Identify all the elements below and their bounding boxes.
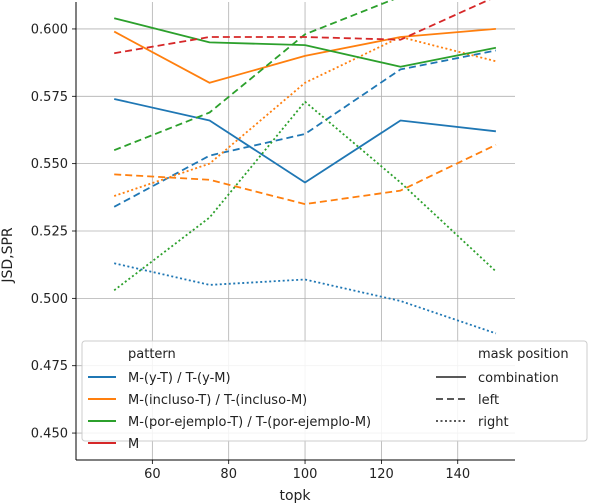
series-line — [114, 98, 497, 184]
legend: pattern mask position M-(y-T) / T-(y-M) M-(… — [81, 340, 588, 452]
y-tick-label: 0.600 — [31, 22, 68, 37]
y-tick-label: 0.475 — [31, 359, 68, 374]
axes: 60 80 100 120 140 0.450 0.475 0.500 0.525 0.550 0.… — [31, 2, 515, 482]
x-tick-label: 140 — [445, 467, 470, 482]
y-axis-label: JSD,SPR — [0, 227, 16, 284]
x-tick-label: 100 — [293, 467, 318, 482]
legend-pattern-label: M — [128, 437, 139, 452]
legend-pattern-label: M-(y-T) / T-(y-M) — [128, 371, 231, 386]
series-line — [113, 0, 395, 152]
y-tick-label: 0.500 — [31, 292, 68, 307]
legend-pattern-label: M-(incluso-T) / T-(incluso-M) — [128, 393, 307, 408]
x-axis-label: topk — [279, 488, 311, 504]
series-line — [113, 28, 496, 84]
series-lines — [113, 0, 497, 335]
legend-pattern-label: M-(por-ejemplo-T) / T-(por-ejemplo-M) — [128, 415, 371, 430]
series-line — [114, 0, 491, 55]
x-tick-label: 60 — [144, 467, 161, 482]
legend-mask-label: combination — [478, 371, 559, 386]
legend-mask-label: left — [478, 393, 499, 408]
x-tick-label: 80 — [220, 467, 237, 482]
y-tick-label: 0.550 — [31, 157, 68, 172]
series-line — [114, 262, 497, 335]
y-tick-label: 0.450 — [31, 427, 68, 442]
series-line — [113, 49, 497, 208]
series-line — [113, 36, 497, 197]
legend-mask-label: right — [478, 415, 509, 430]
legend-mask-title: mask position — [478, 347, 569, 362]
y-tick-label: 0.575 — [31, 90, 68, 105]
legend-pattern-title: pattern — [128, 347, 176, 362]
series-line — [113, 100, 497, 292]
legend-box — [81, 340, 588, 442]
y-tick-label: 0.525 — [31, 225, 68, 240]
x-tick-label: 120 — [369, 467, 394, 482]
series-line — [113, 17, 497, 68]
series-line — [114, 143, 497, 206]
